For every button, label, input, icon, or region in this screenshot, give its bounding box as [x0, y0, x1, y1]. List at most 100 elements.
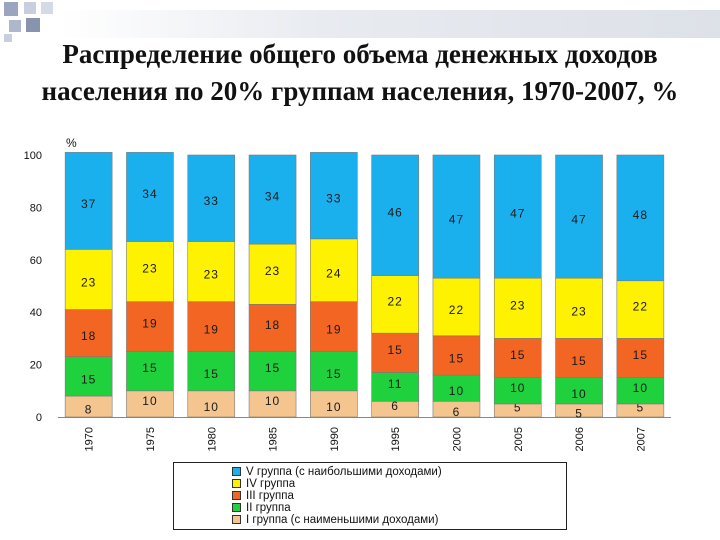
- data-label: 5: [637, 400, 645, 414]
- data-label: 23: [142, 262, 157, 276]
- x-tick-label: 1995: [390, 427, 402, 451]
- data-label: 37: [81, 197, 96, 211]
- bar-segment: [310, 390, 358, 418]
- data-label: 15: [633, 348, 648, 362]
- bar-segment: [493, 154, 542, 279]
- bar-segment: [126, 241, 174, 303]
- data-label: 23: [265, 264, 280, 278]
- bar-segment: [310, 301, 358, 352]
- chart-legend: V группа (с наибольшими доходами) IV груп…: [173, 462, 567, 530]
- data-label: 10: [449, 384, 464, 398]
- bar-segment: [248, 243, 297, 305]
- x-tick-label: 1970: [84, 427, 96, 451]
- data-label: 19: [326, 323, 341, 337]
- bar-segment: [187, 241, 236, 303]
- bar-segment: [187, 154, 236, 242]
- bar-segment: [616, 154, 665, 282]
- legend-swatch: [232, 503, 241, 512]
- bar-segment: [555, 377, 603, 405]
- data-label: 8: [85, 403, 93, 417]
- data-label: 22: [633, 300, 648, 314]
- bar-segment: [187, 390, 236, 418]
- data-label: 18: [265, 318, 280, 332]
- data-label: 23: [204, 268, 219, 282]
- bar-segment: [310, 351, 358, 392]
- bar-segment: [371, 154, 419, 276]
- data-label: 19: [204, 323, 219, 337]
- bar-segment: [248, 351, 297, 392]
- data-label: 5: [514, 400, 522, 414]
- data-label: 24: [326, 266, 341, 280]
- data-label: 15: [204, 367, 219, 381]
- y-tick-label: 0: [36, 412, 42, 424]
- data-label: 6: [391, 399, 399, 413]
- bar-segment: [555, 277, 603, 339]
- y-tick-label: 80: [30, 202, 42, 214]
- data-label: 33: [204, 194, 219, 208]
- bar-segment: [371, 275, 419, 334]
- bar-segment: [187, 351, 236, 392]
- data-label: 15: [571, 354, 586, 368]
- y-tick-label: 60: [30, 255, 42, 267]
- x-tick-label: 2006: [574, 427, 586, 451]
- legend-item: III группа: [232, 490, 294, 502]
- decorative-squares: [4, 2, 53, 42]
- data-label: 10: [510, 381, 525, 395]
- legend-item: V группа (с наибольшими доходами): [232, 465, 442, 478]
- bar-segment: [616, 338, 665, 378]
- x-tick-label: 1975: [145, 427, 157, 451]
- data-label: 48: [633, 208, 648, 222]
- data-label: 46: [387, 205, 402, 219]
- bar-segment: [310, 238, 358, 303]
- bar-segment: [126, 351, 174, 392]
- data-label: 34: [142, 187, 157, 201]
- data-label: 10: [204, 400, 219, 414]
- y-tick-label: 40: [30, 307, 42, 319]
- data-label: 6: [453, 405, 461, 419]
- data-label: 33: [326, 192, 341, 206]
- x-tick-label: 2005: [513, 427, 525, 451]
- legend-swatch: [232, 479, 241, 488]
- bar-segment: [555, 338, 603, 378]
- bar-segment: [64, 152, 113, 250]
- data-label: 22: [449, 303, 464, 317]
- legend-label: V группа (с наибольшими доходами): [246, 465, 442, 478]
- bar-segment: [64, 309, 113, 358]
- legend-item: I группа (с наименьшими доходами): [232, 513, 439, 526]
- data-label: 23: [571, 304, 586, 318]
- bar-segment: [126, 301, 174, 352]
- y-axis-unit-label: %: [66, 136, 77, 150]
- data-label: 15: [142, 361, 157, 375]
- y-tick-label: 20: [30, 360, 42, 372]
- stacked-bar-chart: 0 20 40 60 80 100% 8 15 18 23 37 1970 10 15 19 23 34 1975…: [24, 136, 671, 451]
- bar-segment: [432, 277, 481, 337]
- data-label: 15: [449, 351, 464, 365]
- chart-title: Распределение общего объема денежных дох…: [41, 39, 679, 106]
- data-label: 15: [81, 372, 96, 386]
- data-label: 34: [265, 190, 280, 204]
- data-label: 22: [387, 294, 402, 308]
- bar-segment: [187, 301, 236, 352]
- bar-segment: [371, 372, 419, 402]
- data-label: 15: [387, 343, 402, 357]
- data-label: 15: [510, 348, 525, 362]
- bar-segment: [248, 154, 297, 245]
- legend-label: IV группа: [246, 477, 296, 490]
- data-label: 10: [326, 400, 341, 414]
- data-label: 47: [510, 207, 525, 221]
- legend-item: IV группа: [232, 477, 296, 490]
- legend-swatch: [232, 467, 241, 476]
- legend-item: II группа: [232, 501, 291, 514]
- bar-segment: [432, 154, 481, 279]
- data-label: 23: [510, 298, 525, 312]
- data-label: 15: [265, 361, 280, 375]
- x-tick-label: 1990: [329, 427, 341, 451]
- data-label: 10: [571, 387, 586, 401]
- legend-label: I группа (с наименьшими доходами): [246, 513, 439, 526]
- x-tick-label: 2007: [635, 427, 647, 451]
- data-label: 47: [449, 213, 464, 227]
- data-label: 23: [81, 275, 96, 289]
- bar-segment: [371, 332, 419, 373]
- legend-label: II группа: [246, 501, 291, 514]
- data-label: 15: [326, 367, 341, 381]
